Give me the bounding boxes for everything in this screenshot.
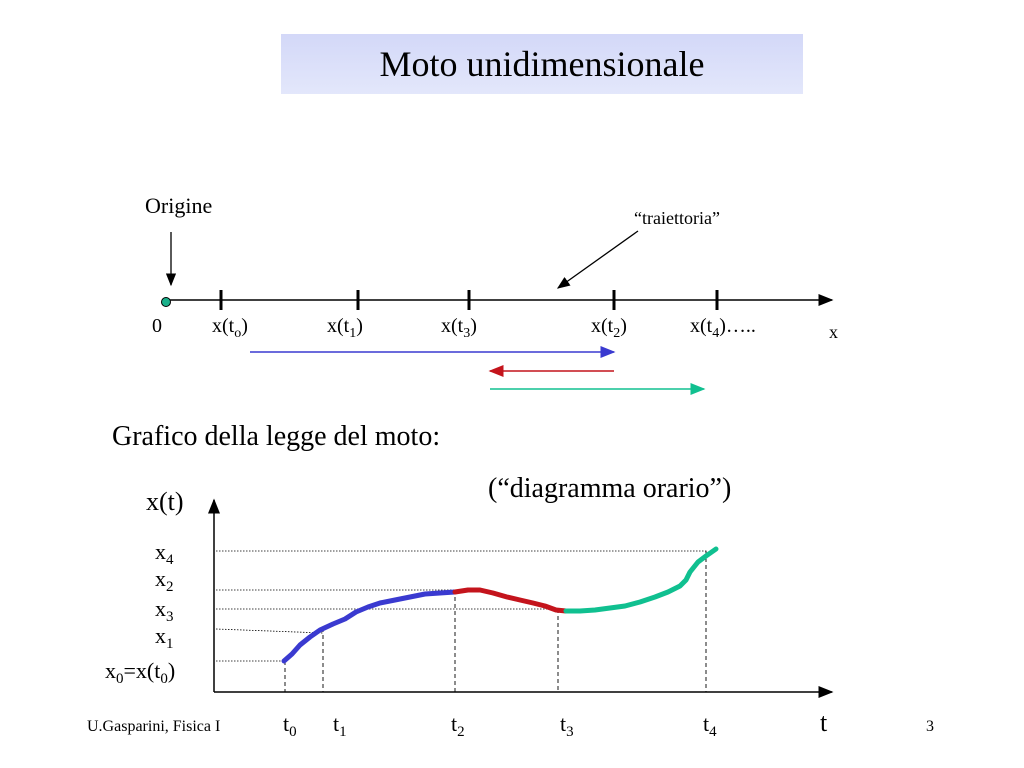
t-label-t0: t0 xyxy=(283,711,297,740)
origin-label: Origine xyxy=(145,193,212,218)
origin-dot xyxy=(161,297,171,307)
tick-label-x-t3: x(t3) xyxy=(441,315,477,341)
curve-segment-red xyxy=(452,587,569,614)
tick-label-x-t4: x(t4)….. xyxy=(690,315,756,341)
t-label-t1: t1 xyxy=(333,711,347,740)
tick-label-x-t0: x(to) xyxy=(212,315,248,341)
title-box: Moto unidimensionale xyxy=(281,34,803,94)
trajectory-label: “traiettoria” xyxy=(634,208,720,228)
curve-segment-blue xyxy=(281,589,458,664)
trajectory-diagram: Origine “traiettoria” 0 x(to) x(t1) x(t3… xyxy=(145,193,838,395)
t-label-t2: t2 xyxy=(451,711,465,740)
trajectory-pointer-arrow xyxy=(556,230,639,289)
y-label-x0: x0=x(t0) xyxy=(105,658,175,687)
y-label-x1: x1 xyxy=(155,623,174,652)
zero-label: 0 xyxy=(152,315,162,337)
axis-label-x: x xyxy=(829,322,838,342)
t-label-t3: t3 xyxy=(560,711,574,740)
tick-label-x-t1: x(t1) xyxy=(327,315,363,341)
t-axis-label: t xyxy=(820,708,828,737)
y-axis-label: x(t) xyxy=(146,487,184,516)
guide-x1 xyxy=(215,628,324,634)
slide-title: Moto unidimensionale xyxy=(379,44,705,84)
y-label-x2: x2 xyxy=(155,566,174,595)
curve-segment-green xyxy=(563,546,719,614)
graph-subtitle: (“diagramma orario”) xyxy=(488,473,732,504)
tick-label-x-t2: x(t2) xyxy=(591,315,627,341)
y-label-x3: x3 xyxy=(155,596,174,625)
y-label-x4: x4 xyxy=(155,539,174,568)
t-label-t4: t4 xyxy=(703,711,717,740)
footer-page-number: 3 xyxy=(926,718,934,735)
section-heading: Grafico della legge del moto: xyxy=(112,421,441,452)
footer-author: U.Gasparini, Fisica I xyxy=(87,718,221,735)
